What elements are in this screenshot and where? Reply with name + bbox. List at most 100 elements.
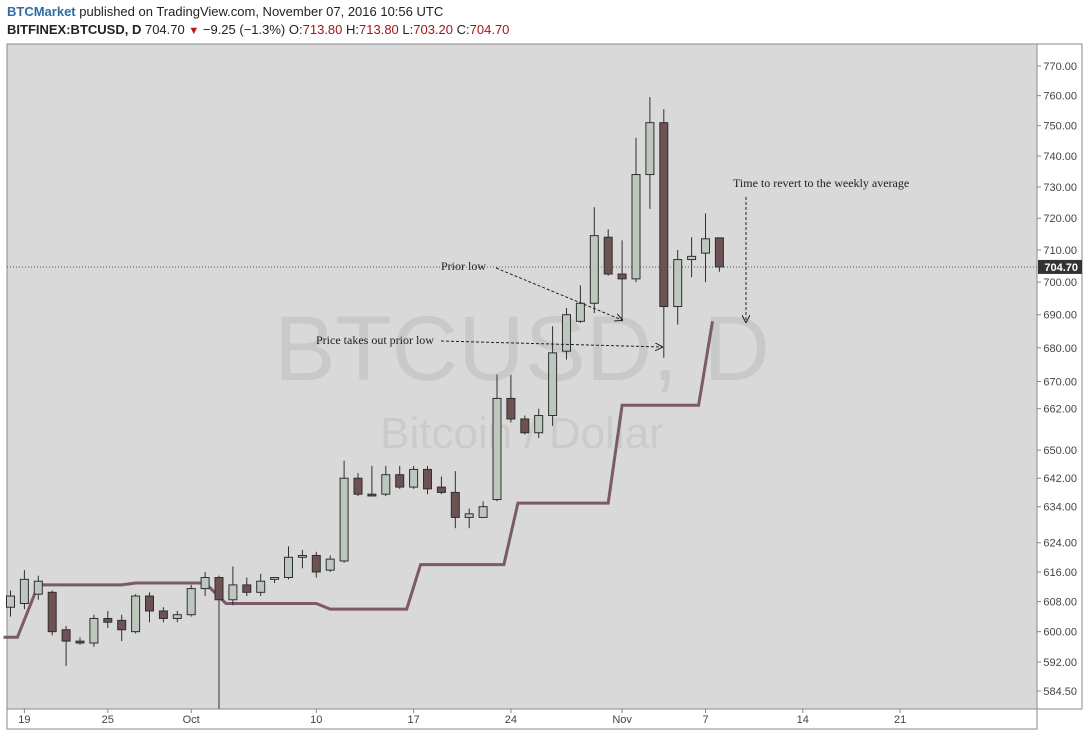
candle-body [506,397,516,420]
time-axis-area[interactable] [6,708,1038,730]
y-tick-label: 700.00 [1043,277,1077,289]
y-tick-label: 690.00 [1043,310,1077,322]
y-tick-label: 740.00 [1043,151,1077,163]
candle-down[interactable] [353,472,363,496]
candle-up[interactable] [534,408,544,438]
candle-down[interactable] [506,374,516,423]
weekly-average-line[interactable] [3,321,714,639]
candle-down[interactable] [75,637,85,645]
candle-up[interactable] [33,575,43,600]
x-tick-label: 10 [310,714,322,726]
candle-up[interactable] [256,573,266,597]
candle-down[interactable] [242,577,252,597]
x-tick-label: 21 [894,714,906,726]
x-tick-label: 25 [102,714,114,726]
candle-down[interactable] [311,551,321,578]
candle-body [172,614,182,619]
x-tick-label: 24 [505,714,517,726]
candle-body [131,595,141,633]
candle-down[interactable] [450,471,460,529]
takes-out-arrow[interactable] [440,340,662,347]
annotation-price-takes-out[interactable]: Price takes out prior low [316,333,434,347]
candle-up[interactable] [297,549,307,569]
candle-body [200,577,210,590]
y-tick-label: 616.00 [1043,567,1077,579]
candle-body [423,468,432,490]
candle-body [367,493,377,497]
candle-down[interactable] [603,229,613,276]
candle-down[interactable] [103,610,113,628]
candle-down[interactable] [395,465,405,489]
candle-up[interactable] [131,594,141,634]
candle-down[interactable] [158,607,168,623]
last-price-line: 704.70 [7,259,1082,274]
candle-up[interactable] [200,571,210,597]
candle-body [631,174,641,280]
plot-area[interactable] [6,43,1038,710]
candle-up[interactable] [6,590,15,617]
candle-up[interactable] [325,555,335,572]
candle-body [492,397,502,501]
candle-up[interactable] [548,326,558,426]
y-tick-label: 670.00 [1043,376,1077,388]
candle-down[interactable] [436,476,446,495]
candle-down[interactable] [61,625,71,666]
candle-up[interactable] [381,465,391,496]
y-tick-label: 600.00 [1043,627,1077,639]
candle-down[interactable] [47,590,57,636]
candle-up[interactable] [228,566,238,606]
candle-down[interactable] [659,109,669,358]
candle-up[interactable] [464,508,474,529]
candle-body [603,236,613,275]
candle-up[interactable] [631,137,641,283]
candle-up[interactable] [701,213,710,283]
candle-body [311,554,321,573]
candle-up[interactable] [339,460,349,563]
candle-down[interactable] [145,592,154,623]
candle-down[interactable] [117,614,127,642]
candle-up[interactable] [492,374,502,502]
y-tick-label: 608.00 [1043,597,1077,609]
annotation-prior-low[interactable]: Prior low [441,259,486,273]
watermark-symbol: BTCUSD, D [274,298,770,400]
candle-body [673,259,683,308]
candle-up[interactable] [645,97,655,209]
candle-body [117,619,127,631]
down-triangle-icon: ▼ [188,25,200,37]
candle-up[interactable] [19,570,29,610]
candle-body [297,554,307,558]
candle-up[interactable] [478,501,488,518]
candle-down[interactable] [214,575,224,709]
candle-down[interactable] [520,415,530,435]
candle-up[interactable] [589,207,599,314]
candle-body [381,474,391,495]
candle-body [186,588,196,616]
candle-up[interactable] [673,249,683,325]
candle-body [520,418,530,434]
candle-up[interactable] [284,546,293,580]
candle-down[interactable] [423,465,432,495]
prior-low-arrow[interactable] [495,267,622,320]
candle-up[interactable] [409,465,419,489]
candle-up[interactable] [562,308,571,360]
annotation-time-to-revert[interactable]: Time to revert to the weekly average [733,176,909,190]
candle-body [103,617,113,623]
candle-body [687,255,697,261]
candle-down[interactable] [367,465,377,497]
open-label: O: [288,22,303,37]
candle-body [478,506,488,518]
candle-up[interactable] [270,577,280,584]
candle-down[interactable] [617,240,627,322]
candle-body [242,584,252,593]
candle-down[interactable] [714,237,724,272]
price-axis-area[interactable] [1036,43,1083,710]
candle-up[interactable] [89,614,99,647]
author-link[interactable]: BTCMarket [7,4,76,19]
symbol-label[interactable]: BITFINEX:BTCUSD, D [7,22,142,37]
candle-up[interactable] [687,237,697,278]
x-tick-label: 7 [702,714,708,726]
candle-up[interactable] [172,610,182,623]
candle-up[interactable] [186,584,196,617]
y-tick-label: 662.00 [1043,404,1077,416]
